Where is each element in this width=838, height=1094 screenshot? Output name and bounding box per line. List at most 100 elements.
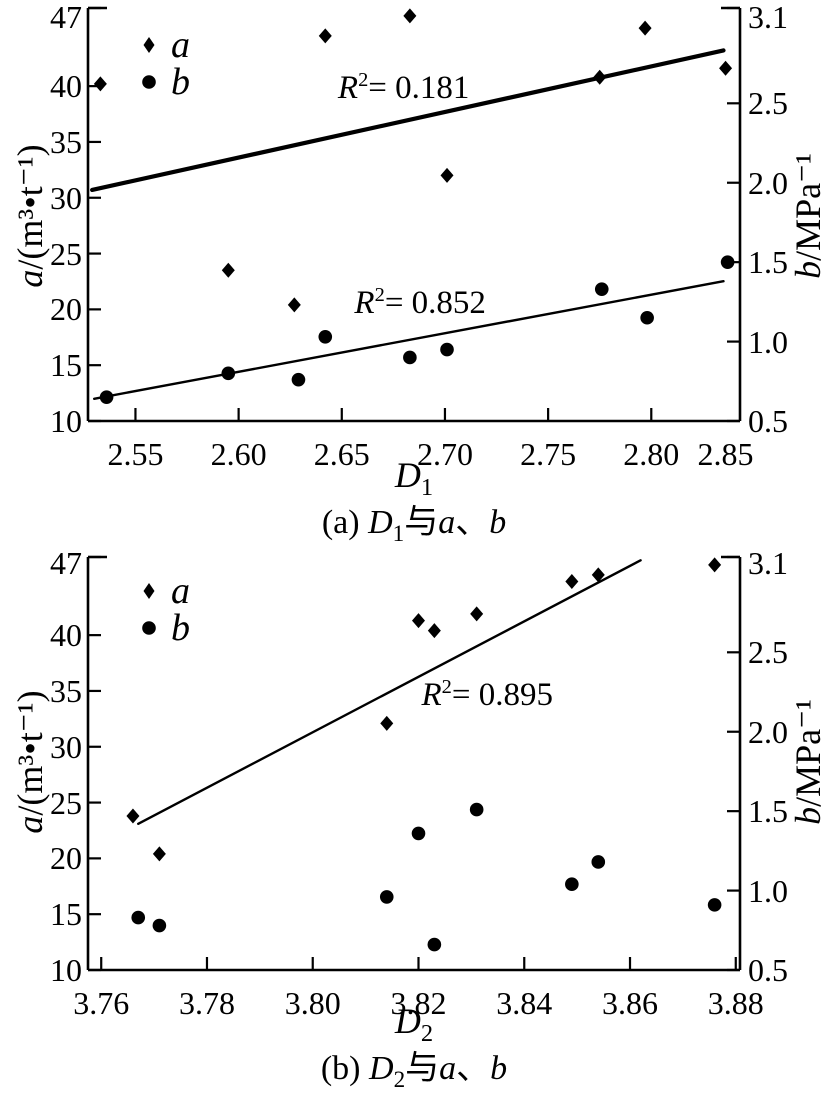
series-b-point bbox=[152, 918, 167, 933]
series-a-point bbox=[411, 613, 425, 629]
caption-variable: D bbox=[368, 504, 393, 541]
x-variable: D bbox=[394, 455, 421, 495]
trend-line-b bbox=[92, 280, 725, 400]
series-b-point bbox=[291, 372, 306, 387]
y-left-tick-label: 10 bbox=[50, 403, 82, 439]
x-tick-label: 2.70 bbox=[416, 436, 473, 472]
series-a-point bbox=[470, 606, 484, 622]
legend-item-b: b bbox=[132, 607, 190, 649]
series-a-point bbox=[427, 623, 441, 639]
circle-icon bbox=[142, 620, 156, 635]
x-tick-label: 3.82 bbox=[390, 985, 447, 1021]
caption-series2: b bbox=[489, 504, 507, 541]
series-b-point bbox=[640, 310, 654, 325]
plot-canvas-b bbox=[86, 555, 742, 972]
y-left-tick-label: 25 bbox=[50, 784, 82, 821]
x-tick-label: 2.75 bbox=[520, 436, 577, 472]
chart-panel-b: a/(m³•t⁻¹) b/MPa⁻¹ a b R2= 0.895 D2 (b) … bbox=[0, 545, 838, 1094]
legend-item-a: a bbox=[132, 570, 190, 612]
series-b-point bbox=[565, 877, 579, 892]
y-left-tick-label: 35 bbox=[50, 672, 82, 709]
series-a-point bbox=[403, 8, 417, 24]
y-left-tick-label: 47 bbox=[50, 545, 82, 581]
series-a-point bbox=[440, 167, 454, 183]
series-b-point bbox=[720, 255, 735, 269]
panel-caption: (b) D2与a、b bbox=[88, 1040, 740, 1094]
panel-caption: (a) D1与a、b bbox=[88, 494, 740, 548]
series-b-point bbox=[131, 910, 146, 925]
r2-exponent: 2 bbox=[374, 284, 385, 307]
x-tick-label: 2.85 bbox=[697, 436, 754, 472]
chart-panel-a: a/(m³•t⁻¹) b/MPa⁻¹ a b R2= 0.181 R2= 0.8… bbox=[0, 0, 838, 548]
series-b-point bbox=[403, 350, 417, 365]
x-tick-label: 3.86 bbox=[602, 985, 658, 1021]
series-a-point bbox=[287, 297, 301, 313]
y-right-tick-label: 2.0 bbox=[748, 164, 788, 201]
y-right-tick-label: 0.5 bbox=[748, 952, 788, 988]
x-tick-label: 3.78 bbox=[178, 985, 235, 1021]
x-tick-label: 2.65 bbox=[313, 436, 370, 472]
circle-icon bbox=[142, 74, 156, 89]
r2-symbol: R bbox=[421, 677, 442, 714]
y-right-tick-label: 2.5 bbox=[748, 85, 788, 122]
y-left-tick-label: 15 bbox=[50, 347, 82, 384]
series-a-point bbox=[221, 262, 235, 278]
caption-enum-comma: 、 bbox=[456, 1050, 491, 1087]
y-left-tick-label: 20 bbox=[50, 840, 82, 877]
caption-subscript: 1 bbox=[392, 520, 405, 547]
y-left-tick-label: 20 bbox=[50, 291, 82, 328]
r2-value: = 0.852 bbox=[384, 285, 486, 322]
series-b-point bbox=[379, 890, 394, 904]
series-a-point bbox=[93, 76, 107, 92]
y-right-tick-label: 1.5 bbox=[748, 244, 788, 281]
y-left-tick-label: 15 bbox=[50, 896, 82, 933]
legend-label: a bbox=[171, 569, 190, 612]
series-b-point bbox=[221, 366, 236, 381]
series-b-point bbox=[469, 802, 484, 817]
legend-label: b bbox=[171, 60, 190, 103]
diamond-icon bbox=[143, 582, 155, 599]
r2-value: = 0.895 bbox=[451, 677, 553, 714]
r2-annotation-a-line: R2= 0.181 bbox=[338, 69, 470, 107]
legend-item-a: a bbox=[132, 24, 190, 66]
y-right-tick-label: 0.5 bbox=[748, 403, 788, 439]
series-b-point bbox=[594, 282, 609, 296]
y-left-tick-label: 10 bbox=[50, 952, 82, 988]
series-a-point bbox=[708, 557, 722, 573]
trend-line-a bbox=[137, 559, 642, 825]
x-tick-label: 2.55 bbox=[107, 436, 164, 472]
y-left-tick-label: 35 bbox=[50, 123, 82, 160]
caption-index: (a) bbox=[321, 504, 369, 541]
y-left-tick-label: 30 bbox=[50, 728, 82, 765]
y-left-tick-label: 25 bbox=[50, 235, 82, 272]
r2-value: = 0.181 bbox=[368, 70, 470, 107]
y-right-tick-label: 2.0 bbox=[748, 713, 788, 750]
x-tick-label: 3.76 bbox=[73, 985, 130, 1021]
series-a-point bbox=[719, 60, 733, 76]
y-right-tick-label: 1.0 bbox=[748, 323, 788, 360]
x-variable: D bbox=[394, 1001, 421, 1041]
x-variable-subscript: 2 bbox=[420, 1020, 434, 1048]
legend-label: b bbox=[171, 606, 190, 649]
x-tick-label: 3.84 bbox=[496, 985, 553, 1021]
legend: a b bbox=[132, 570, 190, 649]
series-a-point bbox=[318, 28, 332, 44]
y-right-tick-label: 3.1 bbox=[748, 545, 788, 581]
x-variable-subscript: 1 bbox=[420, 474, 434, 502]
x-tick-label: 2.80 bbox=[623, 436, 680, 472]
x-axis-title: D2 bbox=[88, 1000, 740, 1048]
y-right-tick-label: 1.5 bbox=[748, 793, 788, 830]
r2-exponent: 2 bbox=[441, 676, 452, 699]
plot-canvas-a bbox=[86, 6, 742, 423]
legend: a b bbox=[132, 24, 190, 103]
series-b-point bbox=[318, 330, 333, 344]
series-a-point bbox=[593, 69, 607, 85]
series-a-point bbox=[638, 20, 652, 36]
caption-index: (b) bbox=[320, 1050, 370, 1087]
series-b-point bbox=[440, 342, 454, 357]
caption-enum-comma: 、 bbox=[455, 504, 490, 541]
diamond-icon bbox=[143, 36, 155, 53]
y-left-tick-label: 47 bbox=[50, 0, 82, 35]
caption-connector: 与 bbox=[404, 504, 439, 541]
